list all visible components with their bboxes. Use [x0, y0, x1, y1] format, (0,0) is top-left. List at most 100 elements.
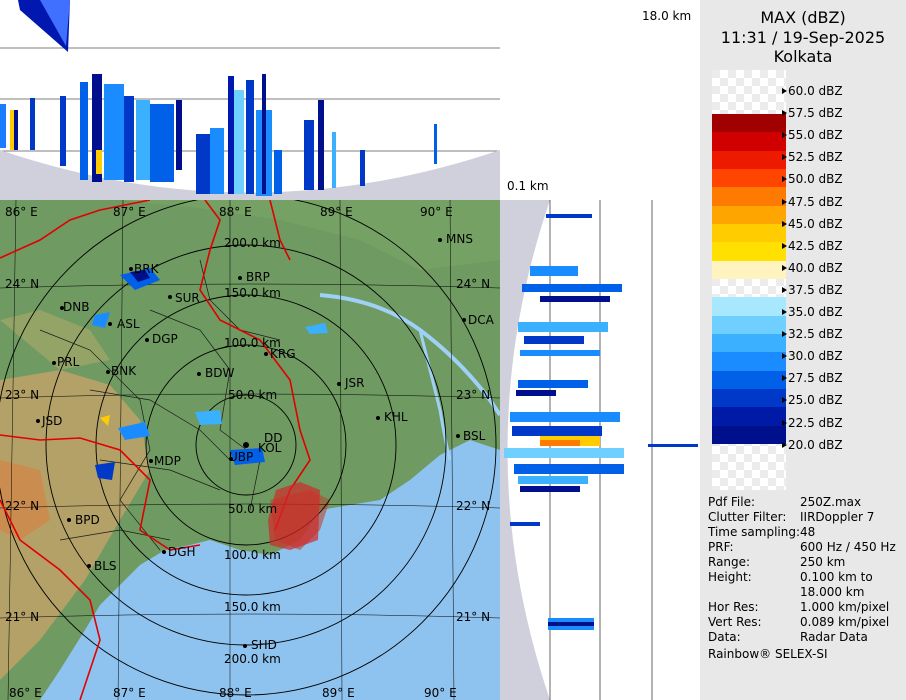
- color-band: [712, 187, 786, 207]
- place-label: BPD: [75, 513, 100, 527]
- metadata-key: Hor Res:: [708, 600, 759, 614]
- datetime-label: 11:31 / 19-Sep-2025: [720, 28, 886, 47]
- metadata-value: 250Z.max: [800, 495, 862, 509]
- place-label: DD: [264, 431, 283, 445]
- metadata-key: Time sampling:: [708, 525, 801, 539]
- color-band: [712, 370, 786, 390]
- color-band: [712, 260, 786, 280]
- color-band: [712, 407, 786, 427]
- place-label: JSR: [345, 376, 365, 390]
- lat-label: 23° N: [5, 388, 40, 402]
- metadata-value: 0.100 km to: [800, 570, 873, 584]
- place-label: BRK: [134, 262, 159, 276]
- scale-label: 32.5 dBZ: [782, 327, 843, 342]
- scale-label: 52.5 dBZ: [782, 150, 843, 165]
- scale-label: 25.0 dBZ: [782, 393, 843, 408]
- metadata-value: 0.089 km/pixel: [800, 615, 890, 629]
- blind-zone: [500, 200, 550, 700]
- lat-label: 24° N: [456, 277, 491, 291]
- top-profile-plot: [0, 0, 500, 200]
- lon-label: 88° E: [219, 205, 252, 219]
- range-ring-label: 150.0 km: [224, 286, 281, 300]
- color-scale: [712, 70, 786, 490]
- color-band: [712, 242, 786, 262]
- scale-label: 47.5 dBZ: [782, 194, 843, 209]
- right-profile-plot: [500, 200, 698, 700]
- plateau: [0, 310, 110, 370]
- metadata-key: Data:: [708, 630, 741, 644]
- state-borders: [0, 200, 311, 700]
- bottom-height-label: 0.1 km: [507, 179, 549, 193]
- lat-label: 23° N: [456, 388, 491, 402]
- color-band: [712, 224, 786, 243]
- metadata-value: 18.000 km: [800, 585, 865, 599]
- lat-label: 22° N: [5, 499, 40, 513]
- station-name: Kolkata: [773, 47, 833, 66]
- place-label: DGP: [152, 332, 178, 346]
- lat-label: 22° N: [456, 499, 491, 513]
- color-band: [712, 352, 786, 372]
- graticule: [0, 200, 500, 700]
- place-label: BLS: [94, 559, 117, 573]
- place-label: UBP: [229, 450, 254, 464]
- range-ring-label: 100.0 km: [224, 548, 281, 562]
- lon-label: 89° E: [320, 205, 353, 219]
- scale-label: 20.0 dBZ: [782, 437, 843, 452]
- height-label-corner: 18.0 km 0.1 km: [500, 0, 700, 200]
- place-label: DNB: [63, 300, 90, 314]
- range-ring-label: 50.0 km: [228, 502, 278, 516]
- color-scale-bar: [712, 114, 786, 445]
- place-label: BDW: [205, 366, 235, 380]
- scale-label: 57.5 dBZ: [782, 106, 843, 121]
- metadata-key: Clutter Filter:: [708, 510, 787, 524]
- scale-label: 27.5 dBZ: [782, 371, 843, 386]
- place-label: DCA: [468, 313, 494, 327]
- top-height-label: 18.0 km: [642, 9, 692, 23]
- lon-label: 90° E: [420, 205, 453, 219]
- color-band: [712, 205, 786, 225]
- lon-label: 86° E: [9, 686, 42, 700]
- range-ring-label: 200.0 km: [224, 652, 281, 666]
- place-label: SHD: [251, 638, 277, 652]
- map-canvas[interactable]: [0, 200, 500, 700]
- place-label: DGH: [168, 545, 196, 559]
- vertical-profile-right: [500, 200, 700, 700]
- place-label: JSD: [42, 414, 63, 428]
- lon-label: 87° E: [113, 205, 146, 219]
- color-band: [712, 169, 786, 188]
- place-label: KHL: [384, 410, 408, 424]
- lat-label: 21° N: [456, 610, 491, 624]
- scale-label: 45.0 dBZ: [782, 216, 843, 231]
- scale-label: 30.0 dBZ: [782, 349, 843, 364]
- credit-label: Rainbow® SELEX-SI: [708, 647, 828, 661]
- metadata-value: 1.000 km/pixel: [800, 600, 890, 614]
- lat-label: 21° N: [5, 610, 40, 624]
- scale-label: 40.0 dBZ: [782, 260, 843, 275]
- scale-label: 22.5 dBZ: [782, 415, 843, 430]
- right-echoes: [504, 214, 698, 630]
- scale-label: 35.0 dBZ: [782, 305, 843, 319]
- product-title: MAX (dBZ): [760, 8, 846, 27]
- radar-site-marker[interactable]: [243, 442, 249, 448]
- place-label: KOL: [258, 441, 282, 455]
- place-label: SUR: [175, 291, 200, 305]
- metadata-value: 250 km: [800, 555, 846, 569]
- color-band: [712, 132, 786, 152]
- metadata-key: PRF:: [708, 540, 734, 554]
- lon-label: 89° E: [322, 686, 355, 700]
- legend-panel: MAX (dBZ) 11:31 / 19-Sep-2025 Kolkata 60…: [700, 0, 906, 700]
- metadata-key: Pdf File:: [708, 495, 756, 509]
- scale-label: 50.0 dBZ: [782, 172, 843, 187]
- lon-label: 90° E: [424, 686, 457, 700]
- metadata-key: Height:: [708, 570, 752, 584]
- lon-label: 88° E: [219, 686, 252, 700]
- range-ring-label: 200.0 km: [224, 236, 281, 250]
- lon-label: 86° E: [5, 205, 38, 219]
- river: [418, 329, 452, 461]
- radar-map[interactable]: 86° E 87° E 88° E 89° E 90° E 86° E 87° …: [0, 200, 500, 700]
- highland-peak: [0, 460, 50, 540]
- range-ring-label: 50.0 km: [228, 388, 278, 402]
- color-band: [712, 334, 786, 353]
- place-label: BSL: [463, 429, 486, 443]
- place-label: MDP: [154, 454, 181, 468]
